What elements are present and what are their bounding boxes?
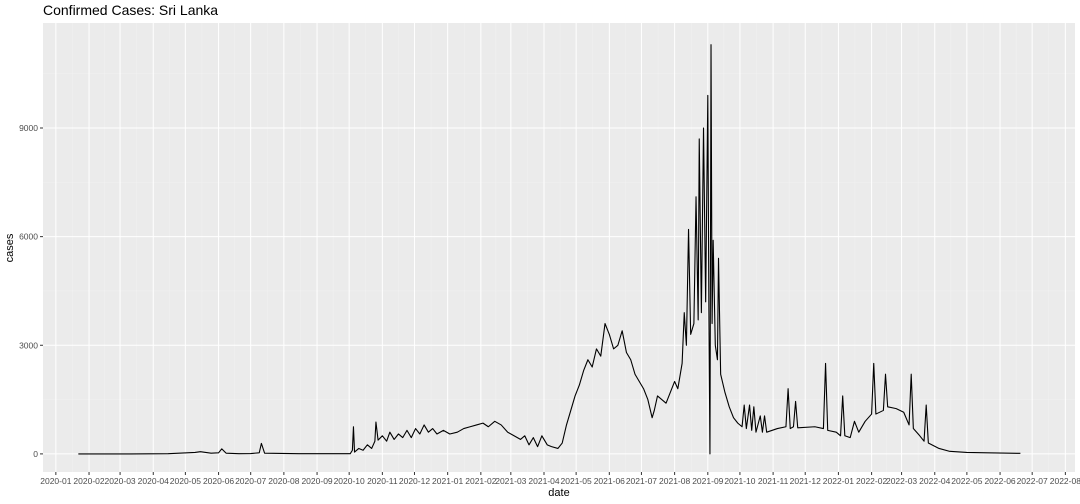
x-tick-label: 2020-05 bbox=[170, 476, 201, 486]
y-tick-label: 3000 bbox=[19, 340, 38, 350]
chart-title: Confirmed Cases: Sri Lanka bbox=[43, 2, 218, 18]
y-tick-label: 9000 bbox=[19, 123, 38, 133]
x-tick-label: 2022-08 bbox=[1050, 476, 1080, 486]
x-tick-label: 2020-03 bbox=[104, 476, 135, 486]
x-tick-label: 2021-12 bbox=[790, 476, 821, 486]
y-axis-title: cases bbox=[4, 233, 16, 262]
x-tick-label: 2020-07 bbox=[235, 476, 266, 486]
series-line bbox=[78, 44, 1021, 455]
x-tick-label: 2022-06 bbox=[984, 476, 1015, 486]
x-axis-title: date bbox=[548, 487, 569, 499]
x-tick-label: 2022-04 bbox=[919, 476, 950, 486]
y-tick-label: 6000 bbox=[19, 232, 38, 242]
x-tick-label: 2020-12 bbox=[399, 476, 430, 486]
x-tick-label: 2022-03 bbox=[886, 476, 917, 486]
x-tick-label: 2020-09 bbox=[301, 476, 332, 486]
x-tick-label: 2021-01 bbox=[432, 476, 463, 486]
x-tick-label: 2022-07 bbox=[1017, 476, 1048, 486]
x-tick-label: 2022-02 bbox=[856, 476, 887, 486]
x-tick-label: 2022-01 bbox=[823, 476, 854, 486]
x-tick-label: 2020-08 bbox=[268, 476, 299, 486]
x-tick-label: 2021-11 bbox=[758, 476, 789, 486]
plot-panel bbox=[43, 23, 1075, 472]
x-tick-label: 2020-01 bbox=[40, 476, 71, 486]
x-tick-label: 2022-05 bbox=[951, 476, 982, 486]
gridlines bbox=[43, 23, 1075, 472]
x-tick-label: 2021-09 bbox=[692, 476, 723, 486]
x-tick-label: 2021-10 bbox=[724, 476, 755, 486]
x-tick-label: 2021-03 bbox=[495, 476, 526, 486]
x-tick-label: 2021-07 bbox=[626, 476, 657, 486]
x-tick-label: 2020-04 bbox=[138, 476, 169, 486]
x-tick-label: 2021-04 bbox=[528, 476, 559, 486]
x-tick-label: 2021-06 bbox=[594, 476, 625, 486]
x-tick-label: 2020-11 bbox=[367, 476, 398, 486]
x-tick-label: 2020-02 bbox=[73, 476, 104, 486]
series-group bbox=[78, 44, 1021, 455]
x-tick-label: 2021-08 bbox=[659, 476, 690, 486]
x-tick-label: 2021-02 bbox=[465, 476, 496, 486]
y-tick-label: 0 bbox=[33, 449, 38, 459]
x-tick-label: 2021-05 bbox=[561, 476, 592, 486]
x-tick-label: 2020-10 bbox=[334, 476, 365, 486]
x-tick-label: 2020-06 bbox=[203, 476, 234, 486]
